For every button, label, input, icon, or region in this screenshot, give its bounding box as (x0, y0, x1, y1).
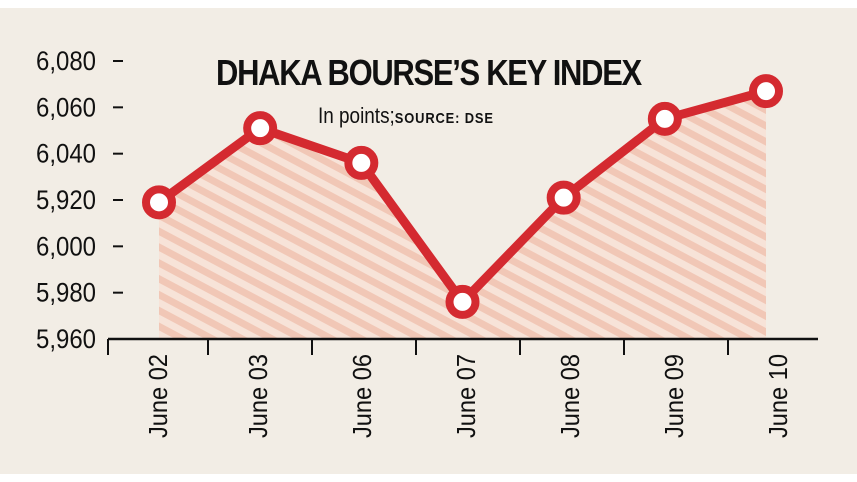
area-fill (159, 91, 766, 339)
x-tick-label: June 10 (763, 354, 793, 438)
data-point (546, 180, 581, 215)
y-tick-label: 5,980 (36, 278, 96, 308)
y-tick-label: 6,060 (36, 92, 96, 122)
x-tick-label: June 07 (451, 354, 481, 438)
data-point (647, 101, 682, 136)
y-tick-label: 6,040 (36, 139, 96, 169)
chart-container: 6,080 6,060 6,040 5,920 6,000 5,980 5,960 June… (0, 8, 857, 474)
line-chart: 6,080 6,060 6,040 5,920 6,000 5,980 5,960 June… (36, 46, 818, 438)
data-point (243, 111, 278, 146)
y-tick-label: 5,920 (36, 185, 96, 215)
chart-title: DHAKA BOURSE’S KEY INDEX (216, 52, 642, 93)
data-point (142, 185, 176, 220)
chart-subtitle: In points;SOURCE: DSE (318, 103, 494, 129)
y-tick-label: 6,000 (36, 231, 96, 261)
y-tick-label: 6,080 (36, 46, 96, 76)
x-tick-label: June 02 (143, 354, 173, 438)
x-tick-label: June 06 (347, 354, 377, 438)
x-tick-label: June 03 (243, 354, 273, 438)
data-point (749, 74, 783, 109)
units-label: In points; (318, 103, 395, 128)
y-tick-label: 5,960 (36, 324, 96, 354)
x-tick-label: June 09 (659, 354, 689, 438)
data-point (445, 284, 480, 319)
data-point (344, 145, 379, 180)
source-label: SOURCE: DSE (394, 110, 494, 127)
x-tick-label: June 08 (555, 354, 585, 438)
